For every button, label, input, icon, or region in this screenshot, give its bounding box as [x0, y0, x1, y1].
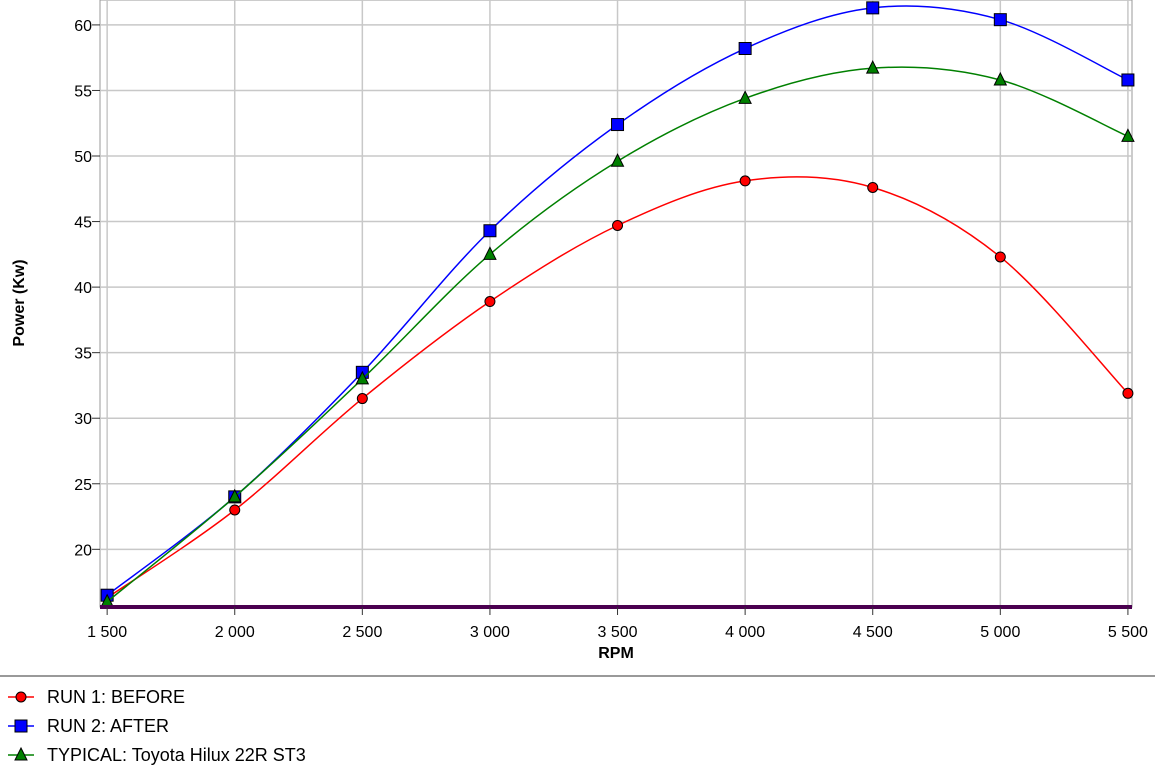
series-line [106, 66, 1129, 603]
x-tick-label: 2 000 [215, 624, 255, 641]
legend-marker [15, 691, 27, 703]
x-tick-label: 3 000 [470, 624, 510, 641]
y-tick-label: 50 [74, 149, 92, 166]
y-tick-label: 60 [74, 18, 92, 35]
marker [738, 90, 752, 104]
legend-label: RUN 2: AFTER [47, 716, 169, 736]
marker [483, 224, 497, 238]
grid [100, 0, 1132, 607]
marker [611, 118, 625, 132]
marker [866, 1, 880, 15]
marker [867, 181, 879, 193]
marker [738, 42, 752, 56]
marker [739, 175, 751, 187]
y-tick-label: 40 [74, 280, 92, 297]
x-tick-label: 1 500 [87, 624, 127, 641]
x-tick-label: 5 000 [980, 624, 1020, 641]
marker [993, 71, 1008, 86]
y-tick-label: 45 [74, 215, 92, 232]
x-tick-label: 4 500 [853, 624, 893, 641]
marker [1122, 387, 1134, 399]
marker [1121, 128, 1135, 142]
marker [227, 488, 242, 503]
lines [100, 1, 1135, 608]
legend-label: RUN 1: BEFORE [47, 687, 185, 707]
y-tick-label: 20 [74, 542, 92, 559]
x-tick-label: 2 500 [342, 624, 382, 641]
x-axis-label: RPM [598, 645, 634, 662]
y-tick-label: 30 [74, 411, 92, 428]
x-tick-label: 4 000 [725, 624, 765, 641]
marker [610, 153, 625, 167]
x-tick-label: 3 500 [598, 624, 638, 641]
legend-marker [14, 746, 28, 761]
marker [356, 393, 368, 405]
marker [865, 60, 880, 74]
marker [994, 251, 1006, 263]
legend-marker [14, 719, 28, 733]
marker [483, 246, 497, 260]
y-tick-label: 35 [74, 346, 92, 363]
legend: RUN 1: BEFORE RUN 2: AFTER TYPICAL: Toyota… [8, 687, 306, 765]
plot-area [99, 0, 1133, 608]
legend-label: TYPICAL: Toyota Hilux 22R ST3 [47, 745, 306, 765]
marker [229, 504, 241, 516]
y-tick-label: 25 [74, 477, 92, 494]
y-axis-label: Power (Kw) [11, 259, 28, 346]
x-tick-label: 5 500 [1108, 624, 1148, 641]
marker [1121, 73, 1135, 87]
marker [355, 370, 370, 385]
marker [484, 296, 496, 308]
ticks: 20 25 30 35 40 45 50 55 60 1 500 2 000 2 500 3 000 3 … [74, 18, 1148, 641]
y-tick-label: 55 [74, 83, 92, 100]
marker [612, 219, 624, 231]
marker [993, 13, 1007, 27]
